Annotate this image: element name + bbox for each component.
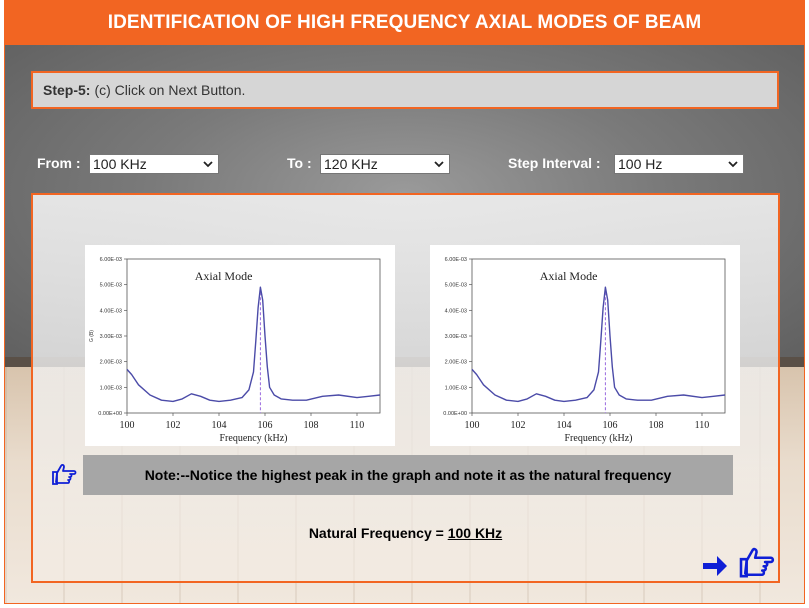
x-tick-label: 106 xyxy=(258,420,273,431)
graph-card-1: 0.00E+00 1.00E-03 2.00E-03 3.00E-03 4.00E-03… xyxy=(85,245,395,446)
step-label: Step-5: xyxy=(43,82,91,98)
x-tick-label: 102 xyxy=(166,420,181,431)
interval-label: Step Interval : xyxy=(508,155,601,171)
y-tick-label: 5.00E-03 xyxy=(445,283,467,289)
series-line xyxy=(126,286,381,403)
y-tick-label: 4.00E-03 xyxy=(100,308,122,314)
chevron-down-icon xyxy=(203,161,213,168)
y-tick-label: 6.00E-03 xyxy=(445,257,467,263)
to-select-value: 120 KHz xyxy=(324,156,378,172)
x-tick-label: 104 xyxy=(212,420,227,431)
x-tick-label: 110 xyxy=(350,420,365,431)
axial-mode-chart-1: 0.00E+00 1.00E-03 2.00E-03 3.00E-03 4.00E-03… xyxy=(89,257,381,444)
y-tick-label: 0.00E+00 xyxy=(98,411,122,417)
page-title: IDENTIFICATION OF HIGH FREQUENCY AXIAL M… xyxy=(5,1,804,45)
axial-mode-chart-2: 0.00E+00 1.00E-03 2.00E-03 3.00E-03 4.00E-03… xyxy=(443,257,726,444)
to-select[interactable]: 120 KHz xyxy=(320,154,450,174)
plot-frame xyxy=(471,258,726,414)
arrow-right-icon[interactable] xyxy=(701,553,729,579)
series-line xyxy=(471,286,726,403)
chevron-down-icon xyxy=(728,161,738,168)
from-select[interactable]: 100 KHz xyxy=(89,154,219,174)
x-axis-label: Frequency (kHz) xyxy=(219,433,287,444)
x-tick-label: 104 xyxy=(557,420,572,431)
x-tick-label: 100 xyxy=(120,420,135,431)
instruction-box: Step-5: (c) Click on Next Button. xyxy=(31,71,779,109)
y-tick-label: 3.00E-03 xyxy=(100,334,122,340)
interval-select-value: 100 Hz xyxy=(618,156,663,172)
y-tick-label: 5.00E-03 xyxy=(100,283,122,289)
x-tick-label: 100 xyxy=(465,420,480,431)
from-select-value: 100 KHz xyxy=(93,156,147,172)
hand-pointer-icon xyxy=(52,464,77,485)
natural-frequency-label: Natural Frequency = xyxy=(308,525,448,541)
graph-card-2: 0.00E+00 1.00E-03 2.00E-03 3.00E-03 4.00E-03… xyxy=(430,245,740,446)
to-label: To : xyxy=(287,155,312,171)
x-tick-label: 110 xyxy=(695,420,710,431)
y-tick-label: 0.00E+00 xyxy=(443,411,467,417)
x-axis-label: Frequency (kHz) xyxy=(564,433,632,444)
chart-title: Axial Mode xyxy=(195,269,253,283)
plot-frame xyxy=(126,258,381,414)
y-axis-label: G (B) xyxy=(89,330,95,342)
app-frame: IDENTIFICATION OF HIGH FREQUENCY AXIAL M… xyxy=(4,0,805,604)
x-tick-label: 108 xyxy=(304,420,319,431)
x-tick-label: 102 xyxy=(511,420,526,431)
next-hand-pointer-icon[interactable] xyxy=(738,545,778,579)
main-panel: 0.00E+00 1.00E-03 2.00E-03 3.00E-03 4.00E-03… xyxy=(31,193,780,583)
x-tick-label: 108 xyxy=(649,420,664,431)
y-tick-label: 1.00E-03 xyxy=(445,385,467,391)
interval-select[interactable]: 100 Hz xyxy=(614,154,744,174)
y-tick-label: 2.00E-03 xyxy=(445,360,467,366)
chevron-down-icon xyxy=(434,161,444,168)
x-tick-label: 106 xyxy=(603,420,618,431)
y-tick-label: 6.00E-03 xyxy=(100,257,122,263)
y-tick-label: 3.00E-03 xyxy=(445,334,467,340)
note-banner: Note:--Notice the highest peak in the gr… xyxy=(83,455,733,495)
step-text: (c) Click on Next Button. xyxy=(94,82,246,98)
chart-title: Axial Mode xyxy=(540,269,598,283)
from-label: From : xyxy=(37,155,81,171)
y-tick-label: 1.00E-03 xyxy=(100,385,122,391)
y-tick-label: 4.00E-03 xyxy=(445,308,467,314)
note-text: Note:--Notice the highest peak in the gr… xyxy=(144,467,672,483)
y-tick-label: 2.00E-03 xyxy=(100,360,122,366)
natural-frequency-value: 100 KHz xyxy=(447,525,503,541)
natural-frequency-readout: Natural Frequency = 100 KHz xyxy=(33,525,778,541)
